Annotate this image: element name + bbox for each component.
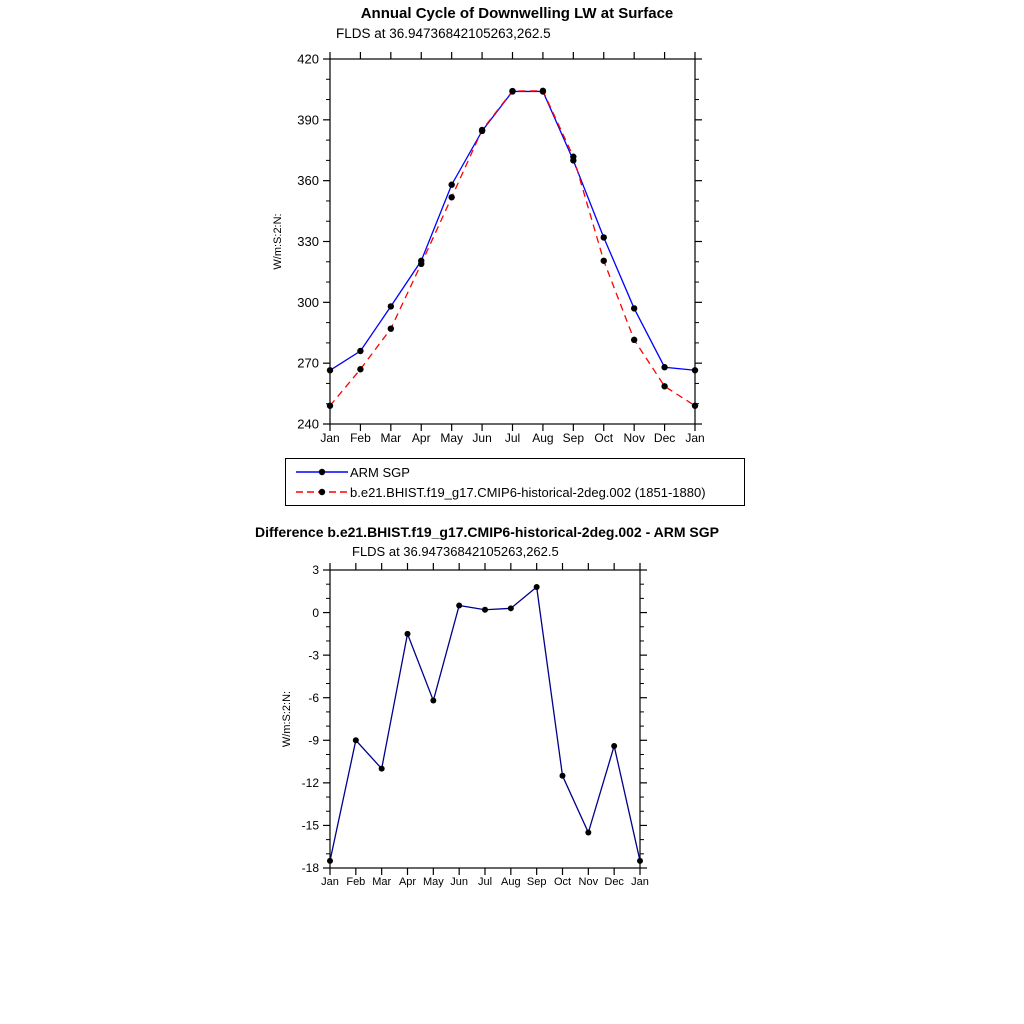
difference-title: Difference b.e21.BHIST.f19_g17.CMIP6-his…: [255, 524, 719, 540]
x-tick-label: Jan: [631, 876, 649, 888]
x-tick-label: Jul: [505, 431, 520, 445]
data-point: [533, 584, 540, 591]
data-point: [478, 126, 486, 134]
legend-label-arm-sgp: ARM SGP: [350, 464, 410, 480]
data-point: [357, 347, 364, 355]
y-axis-label: W/m:S:2:N:: [272, 213, 284, 269]
x-tick-label: Mar: [380, 431, 401, 445]
x-tick-label: Oct: [554, 876, 571, 888]
data-point: [326, 402, 334, 409]
data-point: [387, 325, 395, 332]
data-point: [611, 742, 618, 749]
legend-dashed-line-icon: [296, 488, 348, 496]
data-point: [691, 402, 699, 409]
y-tick-label: 420: [297, 52, 319, 67]
x-tick-label: Jan: [685, 431, 704, 445]
y-tick-label: 300: [297, 295, 319, 310]
plot-area: -18 -15 -12 -9 -6 -3 0 3 Jan Feb Mar Apr May Jun Jul Au…: [281, 563, 649, 888]
x-tick-label: Apr: [399, 876, 416, 888]
data-point: [661, 383, 668, 390]
legend-item-arm-sgp: ARM SGP: [294, 462, 742, 482]
data-point: [418, 260, 425, 268]
y-tick-label: -6: [308, 691, 319, 705]
data-point: [448, 194, 455, 201]
series-line-1: [329, 90, 696, 407]
x-tick-label: Jun: [450, 876, 468, 888]
x-tick-label: May: [423, 876, 444, 888]
annual-cycle-title: Annual Cycle of Downwelling LW at Surfac…: [360, 5, 674, 22]
x-tick-label: Feb: [350, 431, 371, 445]
x-tick-label: Aug: [501, 876, 521, 888]
x-tick-label: Nov: [623, 431, 644, 445]
y-tick-label: 270: [297, 356, 319, 371]
x-tick-label: Mar: [372, 876, 391, 888]
data-point: [630, 305, 638, 312]
y-tick-label: 3: [312, 563, 319, 577]
y-tick-label: -18: [302, 861, 320, 875]
x-tick-label: Jun: [472, 431, 491, 445]
y-tick-label: -12: [302, 776, 320, 790]
data-point: [448, 181, 455, 188]
data-point: [539, 87, 547, 95]
legend: ARM SGP b.e21.BHIST.f19_g17.CMIP6-histor…: [285, 458, 745, 506]
difference-chart: -18 -15 -12 -9 -6 -3 0 3 Jan Feb Mar Apr May Jun Jul Au…: [281, 563, 649, 888]
x-tick-label: Apr: [412, 431, 431, 445]
data-point: [691, 367, 699, 374]
data-point: [585, 829, 592, 836]
data-point: [357, 366, 364, 373]
x-tick-label: Nov: [579, 876, 599, 888]
data-point: [600, 234, 607, 241]
y-tick-label: 240: [297, 417, 319, 432]
plot-area: 240 270 300 330 360 390 420 Jan Feb Mar Apr May Jun J…: [272, 52, 705, 445]
x-tick-label: Sep: [563, 431, 585, 445]
y-tick-label: 390: [297, 112, 319, 127]
x-tick-label: Sep: [527, 876, 547, 888]
data-point: [507, 605, 514, 612]
data-point: [600, 257, 607, 264]
legend-item-model: b.e21.BHIST.f19_g17.CMIP6-historical-2de…: [294, 482, 742, 502]
annual-cycle-subtitle: FLDS at 36.94736842105263,262.5: [336, 26, 551, 41]
data-point: [559, 772, 566, 779]
data-point: [661, 364, 668, 371]
data-point: [637, 857, 643, 864]
x-tick-label: Dec: [654, 431, 675, 445]
x-tick-label: Dec: [604, 876, 624, 888]
x-tick-label: Oct: [594, 431, 613, 445]
annual-cycle-chart: 240 270 300 330 360 390 420 Jan Feb Mar Apr May Jun J…: [272, 52, 705, 445]
y-tick-label: 360: [297, 173, 319, 188]
x-tick-label: May: [440, 431, 463, 445]
data-point: [327, 857, 333, 864]
y-tick-label: 330: [297, 234, 319, 249]
x-tick-label: Aug: [532, 431, 553, 445]
data-point: [326, 367, 334, 374]
y-tick-label: 0: [312, 606, 319, 620]
data-point: [378, 765, 385, 772]
y-tick-label: -3: [308, 648, 319, 662]
difference-subtitle: FLDS at 36.94736842105263,262.5: [352, 544, 559, 559]
x-tick-label: Feb: [346, 876, 365, 888]
series-line-0: [329, 90, 696, 371]
data-point: [456, 602, 463, 609]
series-line-0: [329, 585, 641, 862]
data-point: [430, 697, 437, 704]
data-point: [482, 606, 488, 613]
legend-label-model: b.e21.BHIST.f19_g17.CMIP6-historical-2de…: [350, 484, 706, 500]
y-tick-label: -9: [308, 733, 319, 747]
legend-solid-line-icon: [296, 468, 348, 476]
data-point: [630, 336, 638, 344]
x-tick-label: Jan: [320, 431, 339, 445]
y-axis-label: W/m:S:2:N:: [281, 691, 293, 747]
data-point: [570, 153, 577, 160]
data-point: [404, 630, 411, 637]
x-tick-label: Jul: [478, 876, 492, 888]
y-tick-label: -15: [302, 819, 320, 833]
data-point: [387, 303, 395, 310]
x-tick-label: Jan: [321, 876, 339, 888]
data-point: [509, 87, 516, 95]
data-point: [352, 737, 359, 744]
